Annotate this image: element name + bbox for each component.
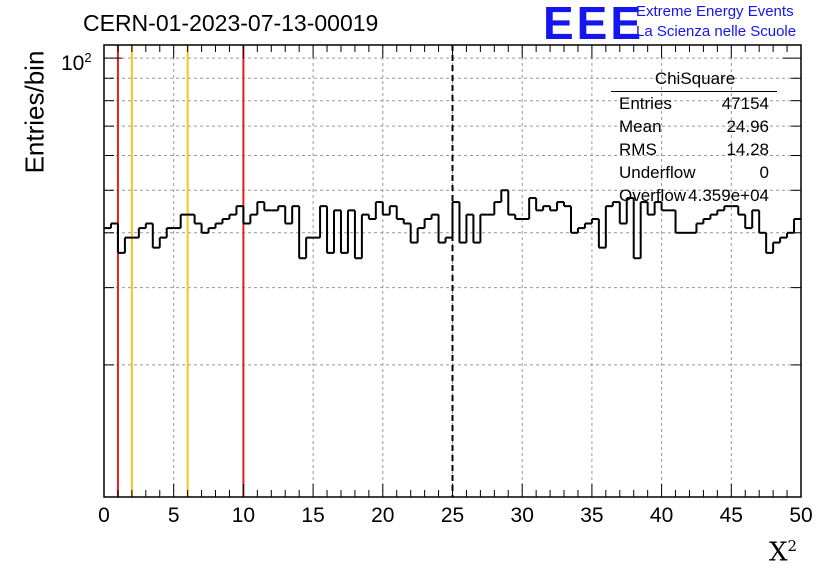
histogram-series [104, 189, 801, 260]
x-axis-label: X2 [769, 537, 797, 568]
x-tick-label: 20 [371, 504, 394, 527]
x-tick-label: 15 [301, 504, 324, 527]
y-tick-base: 10 [61, 52, 85, 75]
chart-title: CERN-01-2023-07-13-00019 [83, 10, 379, 36]
stat-value-entries: 47154 [721, 94, 769, 113]
eee-logo: EEE [543, 0, 645, 49]
stat-label-underflow: Underflow [619, 163, 696, 182]
marker-lines [116, 45, 454, 497]
logo-caption-line2: La Scienza nelle Scuole [636, 23, 797, 40]
stat-label-mean: Mean [619, 117, 662, 136]
x-tick-label: 50 [789, 504, 812, 527]
x-tick-label: 25 [441, 504, 464, 527]
x-tick-label: 30 [511, 504, 534, 527]
stat-value-rms: 14.28 [726, 140, 769, 159]
x-tick-labels: 0 5 10 15 20 25 30 35 40 45 50 [98, 504, 813, 527]
stat-value-mean: 24.96 [726, 117, 769, 136]
stat-value-underflow: 0 [759, 163, 769, 182]
stat-label-overflow: Overflow [619, 186, 687, 205]
x-tick-label: 45 [720, 504, 743, 527]
x-tick-label: 40 [650, 504, 673, 527]
x-tick-label: 10 [232, 504, 255, 527]
stats-title: ChiSquare [654, 69, 736, 88]
x-axis-label-text: X [769, 537, 788, 568]
x-axis-label-exponent: 2 [787, 537, 798, 555]
stat-value-overflow: 4.359e+04 [688, 186, 769, 205]
x-tick-label: 0 [98, 504, 110, 527]
x-tick-label: 5 [168, 504, 180, 527]
logo-caption-line1: Extreme Energy Events [636, 3, 794, 20]
y-tick-exponent: 2 [84, 50, 92, 65]
x-tick-label: 35 [580, 504, 603, 527]
stat-label-entries: Entries [619, 94, 672, 113]
stats-divider [611, 91, 777, 92]
stat-label-rms: RMS [619, 140, 657, 159]
axis-ticks [103, 45, 802, 497]
y-tick-label: 102 [61, 50, 92, 76]
